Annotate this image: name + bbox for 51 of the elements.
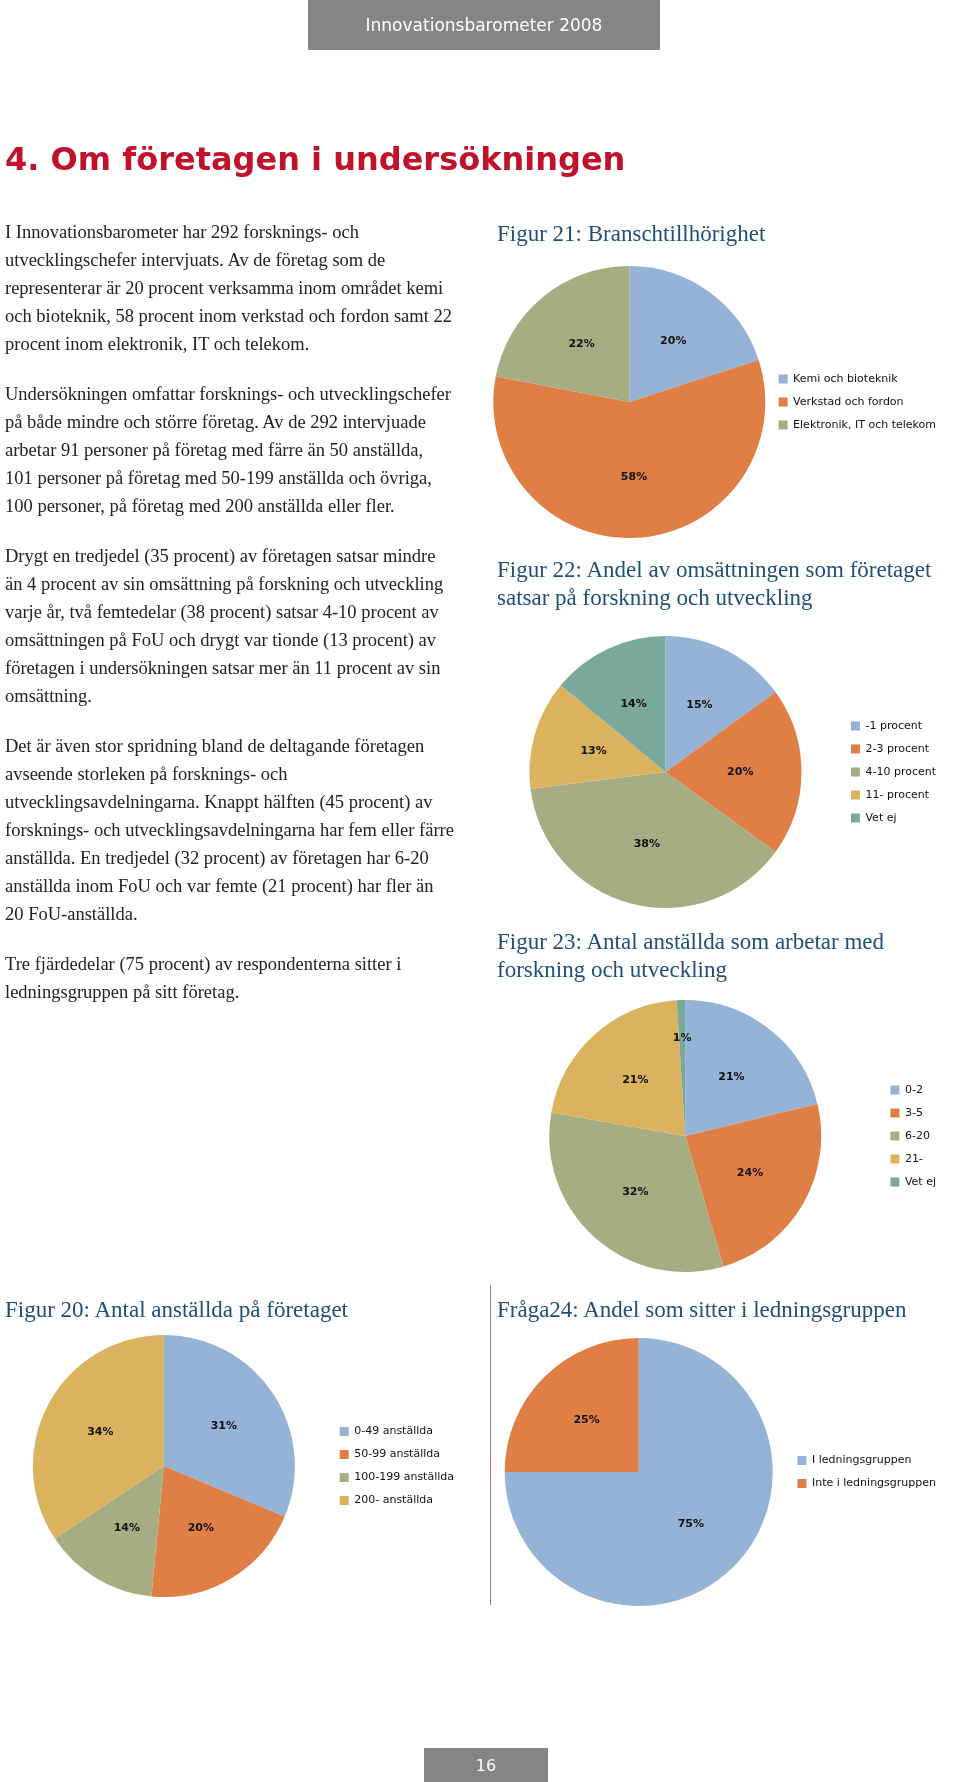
text: Innovationsbarometer 2008 <box>308 0 660 50</box>
data-label: 20% <box>660 334 687 348</box>
legend-label: 11- procent <box>865 787 930 801</box>
legend-label: 0-2 <box>904 1082 923 1096</box>
data-label: 22% <box>568 337 595 351</box>
data-label: 1% <box>672 1030 692 1044</box>
data-label: 20% <box>727 764 754 778</box>
legend-label: 50-99 anställda <box>354 1447 441 1461</box>
data-label: 13% <box>580 743 607 757</box>
data-label: 38% <box>633 837 661 851</box>
data-label: 58% <box>620 469 648 483</box>
text: I Innovationsbarometer har 292 forsknings- och utvecklingschefer intervjuats. Av de företag som de representerar är 20 procent verksamma inom området kemi och bioteknik, 58 procent inom verkstad och fordon samt 22 procent inom elektronik, IT och telekom. <box>5 221 453 356</box>
data-label: 21% <box>622 1073 649 1087</box>
chart-title: Fråga24: Andel som sitter i ledningsgruppen <box>497 1296 908 1324</box>
text: Tre fjärdedelar (75 procent) av respondenterna sitter i ledningsgruppen på sitt företag. <box>5 953 403 1004</box>
legend-label: Verkstad och fordon <box>793 394 904 408</box>
data-label: 75% <box>677 1516 705 1530</box>
legend-label: 3-5 <box>904 1105 923 1119</box>
data-label: 20% <box>187 1520 215 1534</box>
data-label: 31% <box>210 1418 238 1432</box>
data-label: 25% <box>573 1412 600 1426</box>
data-label: 34% <box>87 1424 114 1438</box>
chart-title: Figur 23: Antal anställda som arbetar med forskning och utveckling <box>497 928 886 984</box>
text: Det är även stor spridning bland de deltagande företagen avseende storleken på forsknings- och utvecklingsavdelningarna. Knappt hälften (45 procent) av forsknings- och utvecklingsavdelningarna har fem eller färre anställda. En tredjedel (32 procent) av företagen har 6-20 anställda inom FoU och var femte (21 procent) har fler än 20 FoU-anställda. <box>5 735 455 926</box>
legend-label: 21- <box>904 1151 923 1165</box>
chart-title: Figur 20: Antal anställda på företaget <box>5 1296 349 1324</box>
legend-label: I ledningsgruppen <box>811 1453 912 1467</box>
text: 4. Om företagen i undersökningen <box>5 140 626 178</box>
legend-label: 100-199 anställda <box>354 1470 455 1484</box>
legend-label: 6-20 <box>904 1128 930 1142</box>
text: Drygt en tredjedel (35 procent) av företagen satsar mindre än 4 procent av sin omsättning på forskning och utveckling varje år, två femtedelar (38 procent) satsar 4-10 procent av omsättningen på FoU och drygt var tionde (13 procent) av företagen i undersökningen satsar mer än 11 procent av sin omsättning. <box>5 545 445 708</box>
legend-label: 0-49 anställda <box>354 1424 434 1438</box>
data-label: 32% <box>622 1184 649 1198</box>
legend-label: 200- anställda <box>354 1493 434 1507</box>
legend-label: Vet ej <box>865 810 897 824</box>
chart-title: Figur 22: Andel av omsättningen som företaget satsar på forskning och utveckling <box>497 556 933 612</box>
legend-label: Elektronik, IT och telekom <box>793 417 937 431</box>
data-label: 24% <box>736 1166 764 1180</box>
legend-label: -1 procent <box>865 718 923 732</box>
text: Undersökningen omfattar forsknings- och utvecklingschefer på både mindre och större företag. Av de 292 intervjuade arbetar 91 personer på företag med färre än 50 anställda, 101 personer på företag med 50-199 anställda och övriga, 100 personer, på företag med 200 anställda eller fler. <box>5 383 452 518</box>
data-label: 14% <box>113 1520 141 1534</box>
text: 16 <box>424 1748 548 1782</box>
legend-label: Kemi och bioteknik <box>793 371 899 385</box>
data-label: 15% <box>686 698 713 712</box>
legend-label: 2-3 procent <box>865 741 930 755</box>
legend-label: Vet ej <box>904 1174 937 1188</box>
legend-label: 4-10 procent <box>865 764 937 778</box>
data-label: 21% <box>718 1070 745 1084</box>
chart-title: Figur 21: Branschtillhörighet <box>497 220 767 248</box>
legend-label: Inte i ledningsgruppen <box>811 1476 937 1490</box>
data-label: 14% <box>620 697 647 711</box>
